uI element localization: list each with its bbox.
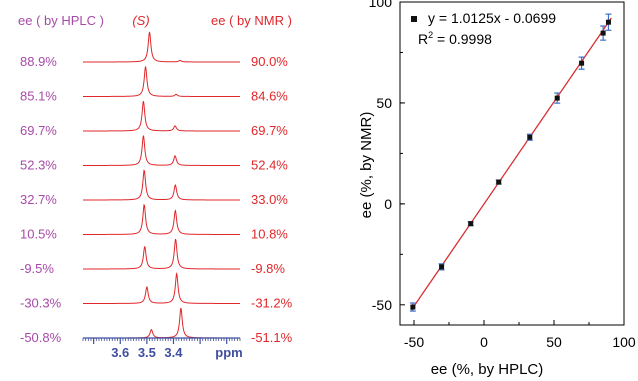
nmr-ee-value: -9.8%: [251, 261, 285, 276]
x-tick-label: 100: [612, 334, 636, 350]
s-enantiomer-label: (S): [132, 13, 149, 28]
spectrum-row: 88.9% 90.0%: [20, 31, 288, 69]
point-marker: [527, 134, 533, 140]
legend-r-squared: R2 = 0.9998: [418, 30, 492, 47]
plot-frame: [399, 1, 625, 326]
r2-superscript: 2: [428, 30, 433, 40]
spectrum-trace: [83, 66, 240, 97]
spectrum-trace: [83, 100, 240, 132]
nmr-ee-value: 69.7%: [251, 123, 288, 138]
legend-equation: y = 1.0125x - 0.0699: [428, 10, 556, 26]
spectrum-row: 10.5% 10.8%: [20, 203, 288, 242]
r2-base: R: [418, 31, 428, 47]
nmr-ee-value: -31.2%: [251, 296, 293, 311]
y-axis-label: ee (%, by NMR): [358, 112, 375, 219]
point-marker: [605, 19, 611, 25]
data-point: [605, 13, 612, 31]
nmr-ee-value: 84.6%: [251, 89, 288, 104]
spectrum-trace: [82, 169, 240, 201]
correlation-plot: -50 0 50 100 -50 0 50 100 y = 1.0125x - 0.0699…: [358, 0, 636, 378]
point-marker: [468, 221, 474, 227]
spectrum-row: 69.7% 69.7%: [20, 100, 288, 138]
data-point: [467, 221, 474, 227]
y-tick-label: 100: [369, 0, 393, 10]
hplc-ee-value: -9.5%: [20, 261, 54, 276]
data-point: [409, 302, 416, 312]
nmr-ee-value: 33.0%: [251, 192, 288, 207]
point-marker: [554, 95, 560, 101]
hplc-ee-value: 10.5%: [20, 227, 57, 242]
x-tick-label: 50: [546, 334, 562, 350]
ppm-tick-label: 3.5: [138, 345, 156, 360]
point-marker: [600, 30, 606, 36]
nmr-ee-value: 90.0%: [251, 54, 288, 69]
data-point: [578, 56, 585, 70]
hplc-ee-value: -30.3%: [20, 296, 62, 311]
hplc-ee-value: 32.7%: [20, 192, 57, 207]
data-points: [409, 13, 612, 312]
spectra-rows: 88.9% 90.0% 85.1% 84.6% 69.7% 69.7% 52.3% 52.4%…: [20, 31, 293, 345]
nmr-ee-value: -51.1%: [251, 330, 293, 345]
legend-marker: [411, 16, 417, 22]
data-point: [600, 25, 607, 41]
spectrum-trace: [83, 31, 240, 63]
spectrum-trace: [83, 272, 240, 304]
y-axis-ticks: -50 0 50 100: [369, 0, 405, 313]
hplc-ee-value: 69.7%: [20, 123, 57, 138]
x-axis-label: ee (%, by HPLC): [431, 361, 544, 378]
spectrum-trace: [83, 238, 241, 270]
spectrum-row: 52.3% 52.4%: [20, 135, 288, 173]
y-tick-label: 0: [384, 196, 392, 212]
legend: y = 1.0125x - 0.0699 R2 = 0.9998: [411, 10, 556, 47]
point-marker: [439, 264, 445, 270]
hplc-ee-value: 88.9%: [20, 54, 57, 69]
data-point: [526, 133, 533, 141]
point-marker: [496, 179, 502, 185]
ppm-axis: 3.6 3.5 3.4: [82, 337, 241, 360]
nmr-column-header: ee ( by NMR ): [211, 13, 292, 28]
y-tick-label: 50: [376, 95, 392, 111]
r2-value: = 0.9998: [433, 31, 492, 47]
hplc-ee-value: 85.1%: [20, 89, 57, 104]
nmr-ee-value: 10.8%: [251, 227, 288, 242]
spectrum-row: -9.5% -9.8%: [20, 238, 285, 276]
point-marker: [410, 304, 416, 310]
nmr-spectra-panel: ee ( by HPLC ) (S) ee ( by NMR ) 88.9% 90…: [18, 13, 293, 360]
hplc-column-header: ee ( by HPLC ): [18, 13, 104, 28]
ppm-tick-label: 3.6: [111, 345, 129, 360]
y-tick-label: -50: [372, 297, 392, 313]
spectrum-row: 85.1% 84.6%: [20, 66, 288, 104]
x-tick-label: 0: [480, 334, 488, 350]
ppm-axis-label: ppm: [215, 345, 242, 360]
spectrum-trace: [83, 203, 240, 235]
data-point: [554, 92, 561, 104]
fit-line: [410, 17, 612, 311]
x-axis-ticks: -50 0 50 100: [404, 320, 636, 350]
spectrum-trace: [83, 135, 240, 166]
spectrum-row: -30.3% -31.2%: [20, 272, 293, 311]
spectrum-row: -50.8% -51.1%: [20, 307, 293, 345]
spectrum-trace: [83, 307, 241, 339]
data-point: [495, 179, 502, 185]
ppm-tick-label: 3.4: [164, 345, 183, 360]
point-marker: [579, 60, 585, 66]
spectrum-row: 32.7% 33.0%: [20, 169, 288, 207]
hplc-ee-value: -50.8%: [20, 330, 62, 345]
nmr-ee-value: 52.4%: [251, 158, 288, 173]
x-tick-label: -50: [404, 334, 424, 350]
data-point: [438, 263, 445, 271]
hplc-ee-value: 52.3%: [20, 158, 57, 173]
